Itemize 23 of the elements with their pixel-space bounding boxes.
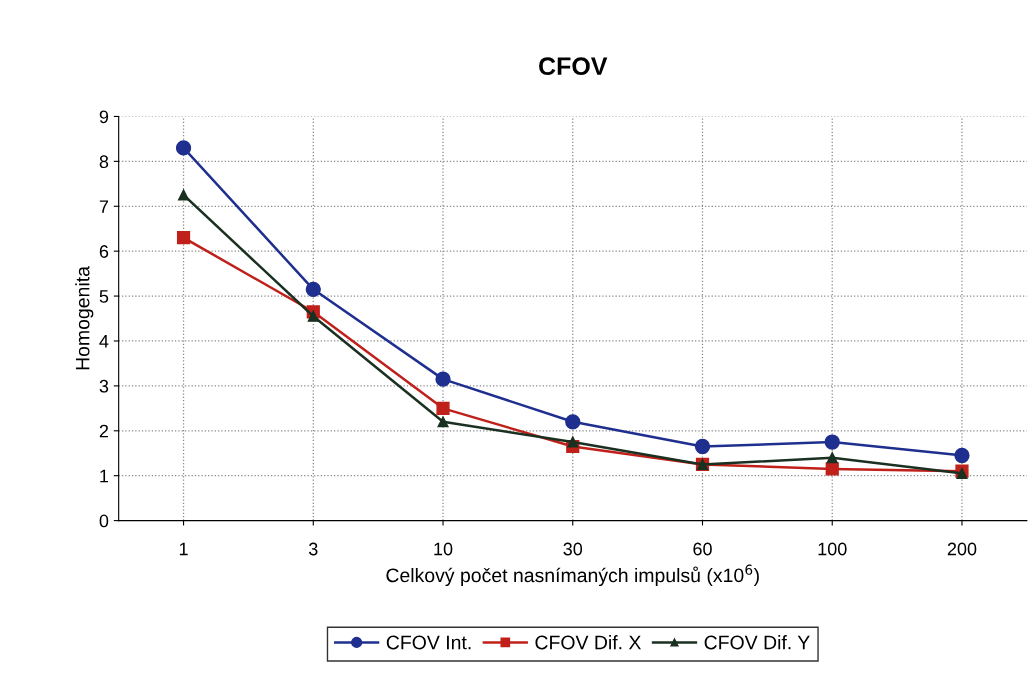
y-tick-label: 0 [99,514,109,528]
y-tick-label: 2 [99,424,109,438]
y-tick-label: 5 [99,290,109,303]
y-tick-label: 1 [100,469,109,483]
y-tick-label: 3 [99,379,109,393]
y-tick-label: 6 [99,245,109,258]
y-axis-title: Homogenita [75,266,94,370]
x-tick-label: 60 [693,542,712,556]
x-tick-label: 30 [563,542,583,556]
y-tick-label: 7 [99,200,109,213]
y-tick-label: 4 [99,335,109,348]
x-tick-label: 10 [434,542,453,556]
x-tick-label: 100 [818,542,847,556]
legend-label: CFOV Dif. Y [704,635,810,650]
x-tick-label: 200 [947,542,977,556]
x-tick-label: 3 [308,542,318,556]
x-tick-label: 1 [179,542,188,556]
chart-title: CFOV [539,57,608,76]
y-tick-label: 9 [99,110,109,124]
x-axis-title: Celkový počet nasnímaných impulsů (x10$^{6}$) [386,564,759,587]
legend-label: CFOV Dif. X [535,635,642,650]
y-tick-label: 8 [99,155,109,169]
legend-label: CFOV Int. [386,635,471,650]
